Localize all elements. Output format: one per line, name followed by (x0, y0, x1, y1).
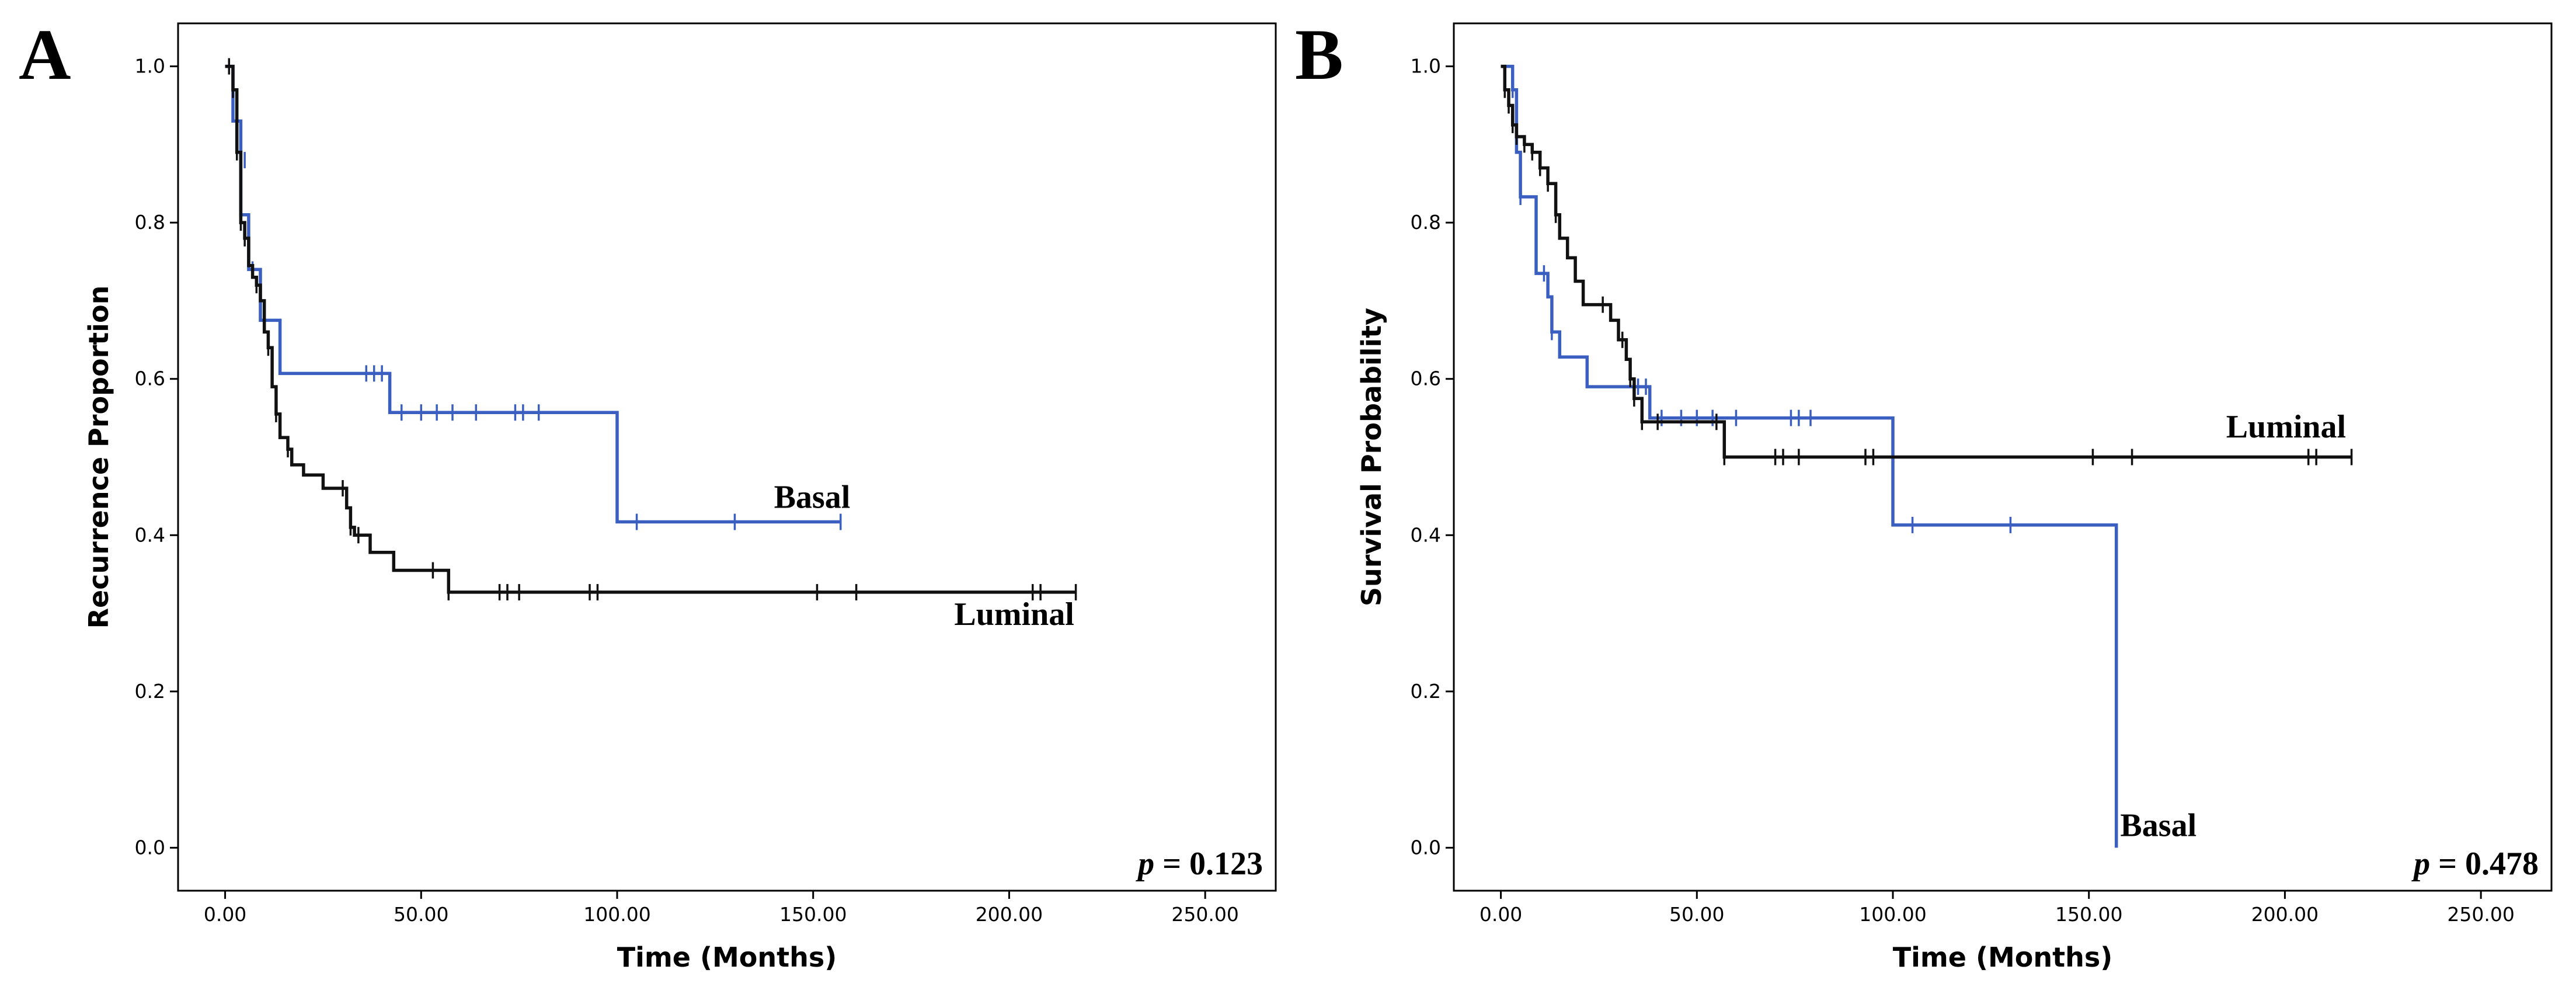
panel-a-x-tick-label: 150.00 (779, 903, 847, 926)
panel-b-y-axis-title: Survival Probability (1356, 308, 1387, 606)
panel-b-x-axis-title: Time (Months) (1893, 942, 2113, 973)
panel-a-chart: 0.0 0.2 0.4 0.6 0.8 1.0 0.00 50.00 100.00 150.00 2… (19, 15, 1277, 973)
panel-a-p-value: p = 0.123 (1136, 846, 1263, 882)
panel-b-y-tick-label: 0.6 (1411, 367, 1441, 390)
panel-a-series-luminal-line (225, 64, 1076, 594)
panel-a-p-value-symbol: p (1136, 846, 1154, 882)
panel-b-series-luminal-line (1501, 64, 2352, 459)
panel-a-y-tick-label: 1.0 (135, 55, 165, 78)
panel-b-series-luminal-label: Luminal (2226, 409, 2346, 445)
panel-a-y-tick-label: 0.8 (135, 211, 165, 234)
panel-b-y-tick-label: 1.0 (1411, 55, 1441, 78)
panel-b-x-tick-label: 150.00 (2055, 903, 2122, 926)
panel-b-panel-letter: B (1295, 15, 1343, 95)
panel-b-plot-frame (1453, 22, 2553, 892)
panel-a-x-tick-label: 100.00 (583, 903, 650, 926)
panel-a-x-tick-label: 200.00 (976, 903, 1043, 926)
panel-b-x-tick-label: 250.00 (2447, 903, 2514, 926)
panel-a-y-tick-label: 0.4 (135, 523, 165, 546)
panel-a-panel-letter: A (19, 15, 71, 95)
panel-a-y-tick-label: 0.0 (135, 836, 165, 859)
panel-b-p-value: p = 0.478 (2411, 846, 2539, 882)
panel-a-series-basal-line (225, 64, 841, 524)
panel-b-y-tick-label: 0.8 (1411, 211, 1441, 234)
panel-b-chart: 0.0 0.2 0.4 0.6 0.8 1.0 0.00 50.00 100.00 150.00 2… (1295, 15, 2553, 973)
panel-b-x-tick-label: 100.00 (1859, 903, 1926, 926)
panel-a-y-axis-title: Recurrence Proportion (83, 286, 114, 629)
panel-b-series-basal: Basal (1501, 64, 2196, 848)
panel-b-y-tick-label: 0.0 (1411, 836, 1441, 859)
panel-b-series-luminal: Luminal (1501, 64, 2353, 466)
panel-b-p-value-symbol: p (2411, 846, 2430, 882)
panel-b-series-basal-label: Basal (2120, 807, 2196, 843)
panel-b-x-tick-label: 200.00 (2251, 903, 2319, 926)
panel-a-x-tick-label: 250.00 (1171, 903, 1238, 926)
panel-a-y-tick-label: 0.2 (135, 680, 165, 703)
panel-a-x-tick-label: 0.00 (204, 903, 246, 926)
panel-b-y-tick-label: 0.2 (1411, 680, 1441, 703)
panel-b-y-tick-label: 0.4 (1411, 523, 1441, 546)
panel-b-series-basal-line (1501, 64, 2118, 848)
panel-b-x-tick-label: 50.00 (1669, 903, 1724, 926)
panel-a-x-axis-title: Time (Months) (617, 942, 837, 973)
panel-a-p-value-number: = 0.123 (1154, 846, 1263, 882)
panel-b-x-tick-label: 0.00 (1480, 903, 1522, 926)
panel-a-plot-frame (177, 22, 1277, 892)
panel-a-series-basal-label: Basal (774, 479, 851, 515)
panel-a-series-luminal-label: Luminal (954, 596, 1074, 633)
panel-b-p-value-number: = 0.478 (2430, 846, 2539, 882)
panel-a-y-tick-label: 0.6 (135, 367, 165, 390)
panel-a-x-tick-label: 50.00 (394, 903, 448, 926)
panel-a-series-luminal: Luminal (225, 58, 1077, 633)
panel-a-series-basal: Basal (225, 64, 851, 530)
